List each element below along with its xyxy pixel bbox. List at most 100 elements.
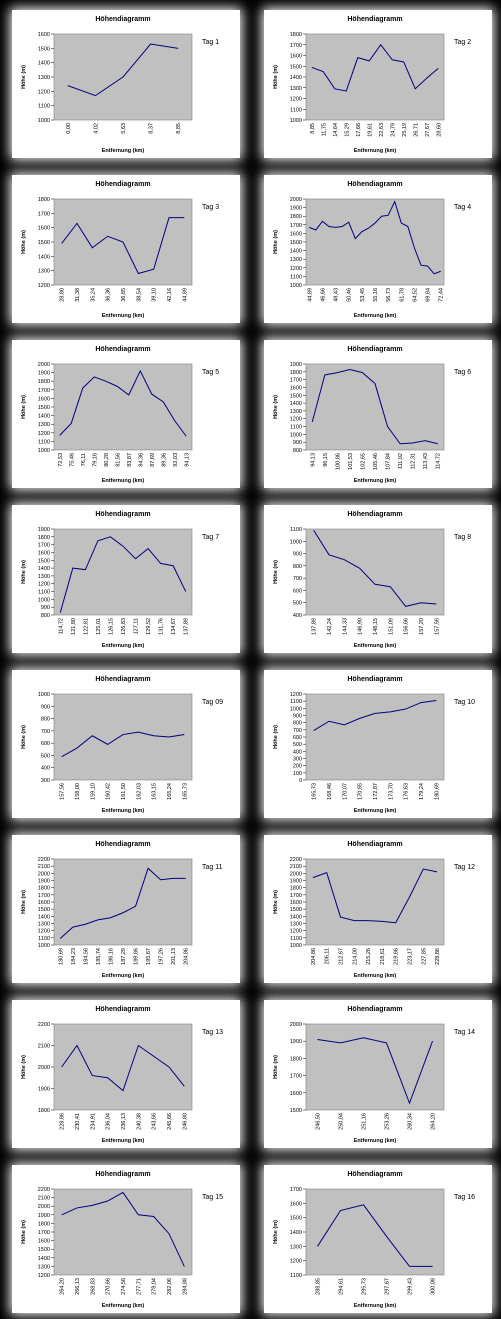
plot-area: [305, 198, 445, 286]
y-tick-label: 1600: [290, 385, 302, 391]
x-tick-label: 137,89: [184, 618, 190, 635]
x-axis-label: Entfernung (km): [354, 1138, 397, 1144]
tag-label: Tag 15: [202, 1194, 223, 1201]
tag-label: Tag 1: [202, 39, 219, 46]
elevation-line: [311, 368, 438, 445]
y-axis-label: Höhe (m): [273, 395, 279, 419]
y-tick-label: 1500: [38, 46, 50, 52]
y-tick-label: 2000: [38, 871, 50, 877]
y-tick-label: 800: [293, 448, 302, 454]
y-tick-label: 1400: [38, 914, 50, 920]
y-tick-label: 500: [41, 753, 50, 759]
chart-panel: Höhendiagramm Tag 6 Höhe (m) Entfernung (km…: [262, 338, 494, 490]
x-tick-label: 246,80: [182, 1113, 188, 1130]
chart-title: Höhendiagramm: [347, 511, 402, 518]
y-tick-label: 1100: [38, 936, 50, 942]
elevation-line: [312, 868, 438, 924]
plot-area: [53, 528, 193, 616]
chart-panel: Höhendiagramm Tag 5 Höhe (m) Entfernung (km…: [10, 338, 242, 490]
y-tick-label: 300: [293, 757, 302, 763]
y-tick-label: 1300: [38, 75, 50, 81]
y-tick-label: 1700: [290, 1074, 302, 1080]
tag-label: Tag 14: [454, 1029, 475, 1036]
y-tick-label: 1000: [38, 448, 50, 454]
x-tick-label: 148,15: [373, 618, 379, 635]
y-axis-label: Höhe (m): [21, 1220, 27, 1244]
y-tick-label: 1500: [38, 558, 50, 564]
x-tick-label: 264,20: [60, 1278, 66, 1295]
y-tick-label: 1400: [290, 401, 302, 407]
y-tick-label: 1600: [38, 900, 50, 906]
y-tick-label: 1500: [38, 907, 50, 913]
chart-title: Höhendiagramm: [95, 676, 150, 683]
plot-area: [305, 1023, 445, 1111]
elevation-line: [59, 536, 187, 613]
y-tick-label: 1400: [290, 914, 302, 920]
x-axis-label: Entfernung (km): [102, 808, 145, 814]
y-tick-label: 1500: [290, 240, 302, 246]
x-tick-label: 36,85: [121, 288, 127, 302]
x-axis-label: Entfernung (km): [102, 973, 145, 979]
x-tick-label: 180,69: [58, 948, 64, 965]
x-tick-label: 204,86: [311, 948, 317, 965]
x-tick-label: 15,29: [344, 123, 350, 137]
tag-label: Tag 11: [202, 864, 223, 871]
x-tick-label: 270,66: [106, 1278, 112, 1295]
y-tick-label: 2100: [38, 1196, 50, 1202]
y-tick-label: 1800: [290, 1056, 302, 1062]
x-tick-label: 72,44: [439, 288, 445, 302]
y-tick-label: 1000: [38, 597, 50, 603]
chart-title: Höhendiagramm: [95, 181, 150, 188]
x-tick-label: 61,78: [399, 288, 405, 302]
x-tick-label: 83,87: [127, 453, 133, 467]
x-tick-label: 230,41: [75, 1113, 81, 1130]
y-tick-label: 1000: [290, 943, 302, 949]
x-tick-label: 168,46: [327, 783, 333, 800]
y-tick-label: 1500: [38, 405, 50, 411]
elevation-line: [309, 200, 441, 275]
y-tick-label: 1300: [38, 269, 50, 275]
x-tick-label: 300,08: [431, 1278, 437, 1295]
x-tick-label: 69,84: [426, 288, 432, 302]
x-tick-label: 28,80: [60, 288, 66, 302]
x-tick-label: 163,15: [152, 783, 158, 800]
elevation-line: [61, 1044, 185, 1092]
y-tick-label: 1500: [290, 907, 302, 913]
y-tick-label: 700: [41, 729, 50, 735]
y-tick-label: 1300: [290, 86, 302, 92]
y-tick-label: 1400: [290, 249, 302, 255]
x-tick-label: 44,89: [307, 288, 313, 302]
y-tick-label: 1100: [290, 274, 302, 280]
x-axis-label: Entfernung (km): [102, 1303, 145, 1309]
plot-area: [305, 1188, 445, 1276]
y-tick-label: 1300: [290, 409, 302, 415]
y-tick-label: 2200: [38, 857, 50, 863]
y-tick-label: 1900: [290, 879, 302, 885]
elevation-line: [317, 1037, 433, 1105]
chart-title: Höhendiagramm: [347, 346, 402, 353]
chart-title: Höhendiagramm: [347, 16, 402, 23]
x-tick-label: 215,26: [366, 948, 372, 965]
y-tick-label: 1600: [38, 1239, 50, 1245]
x-tick-label: 160,42: [106, 783, 112, 800]
tag-label: Tag 13: [202, 1029, 223, 1036]
x-axis-label: Entfernung (km): [354, 808, 397, 814]
chart-title: Höhendiagramm: [95, 511, 150, 518]
x-axis-label: Entfernung (km): [354, 148, 397, 154]
x-tick-label: 277,71: [136, 1278, 142, 1295]
y-tick-label: 1900: [290, 206, 302, 212]
y-tick-label: 800: [293, 721, 302, 727]
x-tick-label: 31,38: [75, 288, 81, 302]
x-tick-label: 185,74: [96, 948, 102, 965]
y-axis-label: Höhe (m): [21, 725, 27, 749]
x-tick-label: 165,73: [182, 783, 188, 800]
y-tick-label: 1400: [38, 566, 50, 572]
x-tick-label: 8,37: [149, 123, 155, 134]
tag-label: Tag 16: [454, 1194, 475, 1201]
y-axis-label: Höhe (m): [21, 560, 27, 584]
chart-panel: Höhendiagramm Tag 2 Höhe (m) Entfernung (km…: [262, 8, 494, 160]
y-tick-label: 1200: [290, 692, 302, 698]
y-tick-label: 900: [293, 440, 302, 446]
y-tick-label: 1600: [38, 32, 50, 38]
